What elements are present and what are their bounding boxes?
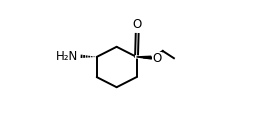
Polygon shape — [137, 56, 151, 59]
Text: O: O — [133, 18, 142, 31]
Text: O: O — [153, 52, 162, 65]
Text: H₂N: H₂N — [56, 50, 78, 63]
